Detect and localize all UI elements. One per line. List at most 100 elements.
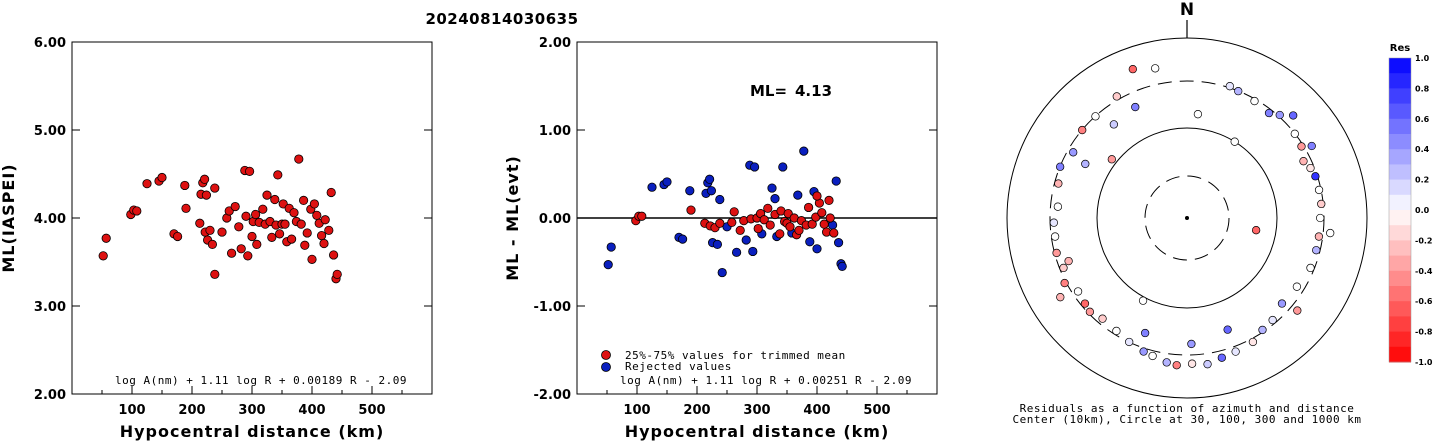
station-point	[1140, 328, 1150, 338]
station-point	[1054, 179, 1063, 188]
rejected-point	[812, 244, 822, 254]
station-point	[1314, 232, 1324, 241]
colorbar-cell	[1389, 194, 1411, 211]
data-point	[294, 154, 304, 164]
rejected-point	[831, 176, 841, 186]
data-point	[101, 233, 111, 243]
colorbar-cell	[1389, 286, 1411, 302]
station-point	[1275, 110, 1284, 120]
data-point	[289, 208, 299, 218]
y-tick-label: 6.00	[34, 36, 66, 51]
axis-ticks: 100 200 300 400 500 -2.00 -1.00 0.00 1.00 2.00	[534, 36, 937, 418]
data-point	[234, 222, 244, 232]
data-point	[217, 227, 227, 237]
station-point	[1307, 141, 1316, 151]
colorbar-tick-label: 0.2	[1415, 176, 1429, 185]
y-tick-label: 2.00	[34, 388, 66, 403]
station-point	[1073, 287, 1083, 296]
legend-accepted-marker	[601, 350, 611, 360]
station-point	[1299, 157, 1308, 166]
colorbar-tick-label: -0.8	[1415, 328, 1433, 337]
data-point	[307, 254, 317, 264]
station-point	[1081, 159, 1090, 169]
station-point	[1091, 112, 1100, 121]
data-point	[200, 174, 210, 184]
axis-ticks: 100 200 300 400 500 2.00 3.00 4.00 5.00 6.00	[34, 36, 432, 418]
data-point	[316, 231, 327, 241]
station-point	[1050, 232, 1060, 241]
legend-rejected-label: Rejected values	[625, 360, 732, 373]
station-point	[1049, 218, 1059, 227]
data-point	[274, 229, 285, 239]
ml-label: ML=	[750, 82, 787, 100]
data-point	[309, 199, 319, 209]
station-point	[1056, 162, 1065, 171]
colorbar-tick-label: 0.6	[1415, 115, 1430, 124]
colorbar-title: Res	[1390, 43, 1410, 54]
rejected-point	[704, 174, 715, 184]
colorbar-cell	[1389, 346, 1411, 363]
x-tick-label: 400	[298, 403, 325, 418]
data-point	[98, 251, 108, 261]
ring-100km	[1096, 127, 1278, 309]
station-point	[1289, 111, 1298, 120]
accepted-point	[753, 223, 763, 234]
accepted-point	[794, 225, 804, 235]
rejected-point	[741, 235, 751, 245]
rejected-point	[731, 247, 742, 257]
station-point	[1151, 64, 1160, 73]
colorbar-cell	[1389, 301, 1411, 317]
data-point	[205, 225, 215, 235]
data-point	[252, 239, 262, 249]
data-point	[245, 166, 255, 176]
colorbar-cell	[1389, 270, 1411, 287]
station-point	[1078, 125, 1087, 135]
colorbar-tick-label: -0.6	[1415, 297, 1433, 306]
y-tick-label: -2.00	[534, 388, 571, 403]
figure-title: 20240814030635	[425, 10, 578, 28]
station-point	[1312, 246, 1321, 255]
accepted-point	[763, 203, 773, 213]
data-point	[181, 203, 191, 213]
accepted-point	[637, 211, 647, 221]
x-tick-label: 200	[683, 403, 710, 418]
caption-line1: Residuals as a function of azimuth and d…	[1020, 402, 1355, 415]
x-tick-label: 500	[358, 403, 385, 418]
station-point	[1056, 293, 1065, 302]
station-point	[1230, 137, 1239, 146]
rejected-point	[603, 260, 613, 270]
data-points	[98, 154, 342, 284]
station-point	[1138, 296, 1148, 305]
rejected-point	[837, 261, 847, 271]
station-point	[1250, 96, 1259, 106]
rejected-point	[767, 183, 777, 193]
y-axis-label: ML - ML(evt)	[503, 155, 522, 281]
x-tick-label: 100	[623, 403, 650, 418]
rejected-point	[748, 246, 758, 257]
station-point	[1293, 306, 1302, 315]
data-point	[247, 231, 257, 242]
data-points	[1049, 64, 1335, 370]
station-point	[1277, 299, 1287, 308]
accepted-point	[735, 225, 745, 235]
y-tick-label: 3.00	[34, 300, 66, 315]
colorbar-tick-label: -0.2	[1415, 236, 1433, 245]
station-point	[1268, 315, 1277, 325]
annotation: log A(nm) + 1.11 log R + 0.00251 R - 2.0…	[620, 374, 912, 387]
data-point	[236, 244, 246, 254]
data-point	[230, 201, 240, 212]
accepted-point	[775, 229, 785, 239]
azimuth-distance-polar-plot: N Residuals as a function of azimuth and…	[1006, 0, 1368, 426]
data-point	[300, 240, 310, 250]
colorbar-tick-label: -0.4	[1415, 267, 1433, 276]
station-point	[1187, 359, 1197, 368]
station-point	[1112, 326, 1121, 336]
data-point	[195, 218, 205, 228]
colorbar-cells	[1388, 57, 1412, 363]
accepted-point	[759, 215, 769, 225]
data-point	[326, 187, 336, 198]
accepted-point	[686, 205, 696, 215]
rejected-point	[712, 239, 723, 249]
station-point	[1258, 325, 1267, 335]
